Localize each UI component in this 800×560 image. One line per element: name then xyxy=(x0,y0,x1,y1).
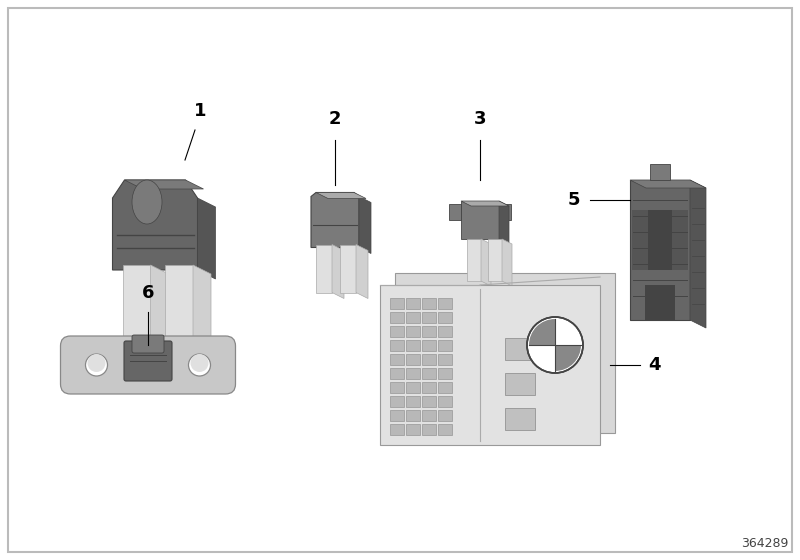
Polygon shape xyxy=(81,384,215,390)
Wedge shape xyxy=(555,319,581,345)
Text: 5: 5 xyxy=(567,191,580,209)
FancyBboxPatch shape xyxy=(422,424,436,435)
FancyBboxPatch shape xyxy=(406,298,420,309)
FancyBboxPatch shape xyxy=(390,326,404,337)
FancyBboxPatch shape xyxy=(422,410,436,421)
Polygon shape xyxy=(122,265,150,340)
FancyBboxPatch shape xyxy=(406,410,420,421)
Polygon shape xyxy=(650,164,670,180)
Polygon shape xyxy=(502,239,512,286)
Circle shape xyxy=(87,354,106,372)
Polygon shape xyxy=(499,201,509,244)
Polygon shape xyxy=(467,239,481,281)
Polygon shape xyxy=(632,210,648,270)
Polygon shape xyxy=(316,245,332,292)
Text: 364289: 364289 xyxy=(741,537,788,550)
FancyBboxPatch shape xyxy=(505,373,535,395)
Polygon shape xyxy=(630,180,690,320)
Wedge shape xyxy=(555,345,581,371)
Circle shape xyxy=(527,317,583,373)
Polygon shape xyxy=(449,204,461,220)
FancyBboxPatch shape xyxy=(406,312,420,323)
Ellipse shape xyxy=(132,180,162,224)
Polygon shape xyxy=(499,204,511,220)
Polygon shape xyxy=(648,210,672,270)
FancyBboxPatch shape xyxy=(438,410,452,421)
Polygon shape xyxy=(150,265,169,349)
FancyBboxPatch shape xyxy=(438,368,452,379)
Wedge shape xyxy=(529,319,555,345)
FancyBboxPatch shape xyxy=(422,298,436,309)
Polygon shape xyxy=(380,285,600,445)
Text: 4: 4 xyxy=(648,356,661,374)
FancyBboxPatch shape xyxy=(422,368,436,379)
FancyBboxPatch shape xyxy=(406,326,420,337)
Text: 1: 1 xyxy=(194,102,206,120)
FancyBboxPatch shape xyxy=(406,396,420,407)
Polygon shape xyxy=(481,239,491,286)
Polygon shape xyxy=(165,265,193,340)
FancyBboxPatch shape xyxy=(406,368,420,379)
Polygon shape xyxy=(461,201,509,206)
Polygon shape xyxy=(193,265,211,349)
Polygon shape xyxy=(690,180,706,328)
FancyBboxPatch shape xyxy=(438,298,452,309)
FancyBboxPatch shape xyxy=(422,326,436,337)
FancyBboxPatch shape xyxy=(390,354,404,365)
FancyBboxPatch shape xyxy=(438,312,452,323)
FancyBboxPatch shape xyxy=(132,335,164,353)
Polygon shape xyxy=(125,180,203,189)
Polygon shape xyxy=(395,273,615,433)
Polygon shape xyxy=(630,180,706,188)
FancyBboxPatch shape xyxy=(422,382,436,393)
FancyBboxPatch shape xyxy=(438,326,452,337)
Circle shape xyxy=(190,354,209,372)
FancyBboxPatch shape xyxy=(61,336,235,394)
Text: 2: 2 xyxy=(329,110,342,128)
Polygon shape xyxy=(198,198,215,279)
FancyBboxPatch shape xyxy=(390,368,404,379)
Polygon shape xyxy=(672,210,688,270)
Circle shape xyxy=(189,354,210,376)
Polygon shape xyxy=(332,245,344,298)
FancyBboxPatch shape xyxy=(406,382,420,393)
FancyBboxPatch shape xyxy=(422,312,436,323)
Polygon shape xyxy=(113,180,198,270)
FancyBboxPatch shape xyxy=(390,298,404,309)
FancyBboxPatch shape xyxy=(422,396,436,407)
FancyBboxPatch shape xyxy=(406,424,420,435)
FancyBboxPatch shape xyxy=(422,354,436,365)
Polygon shape xyxy=(311,193,359,248)
FancyBboxPatch shape xyxy=(390,424,404,435)
FancyBboxPatch shape xyxy=(390,382,404,393)
Polygon shape xyxy=(316,193,366,198)
Polygon shape xyxy=(488,239,502,281)
Polygon shape xyxy=(340,245,356,292)
Wedge shape xyxy=(529,345,555,371)
FancyBboxPatch shape xyxy=(505,338,535,360)
FancyBboxPatch shape xyxy=(438,354,452,365)
FancyBboxPatch shape xyxy=(438,340,452,351)
Circle shape xyxy=(86,354,107,376)
FancyBboxPatch shape xyxy=(124,341,172,381)
FancyBboxPatch shape xyxy=(390,340,404,351)
Polygon shape xyxy=(461,201,499,239)
Text: 6: 6 xyxy=(142,284,154,302)
Polygon shape xyxy=(356,245,368,298)
Polygon shape xyxy=(359,197,371,254)
FancyBboxPatch shape xyxy=(406,340,420,351)
FancyBboxPatch shape xyxy=(505,408,535,430)
FancyBboxPatch shape xyxy=(438,424,452,435)
Polygon shape xyxy=(645,285,675,320)
FancyBboxPatch shape xyxy=(390,396,404,407)
FancyBboxPatch shape xyxy=(438,396,452,407)
FancyBboxPatch shape xyxy=(422,340,436,351)
FancyBboxPatch shape xyxy=(438,382,452,393)
FancyBboxPatch shape xyxy=(390,312,404,323)
FancyBboxPatch shape xyxy=(390,410,404,421)
Text: 3: 3 xyxy=(474,110,486,128)
FancyBboxPatch shape xyxy=(406,354,420,365)
